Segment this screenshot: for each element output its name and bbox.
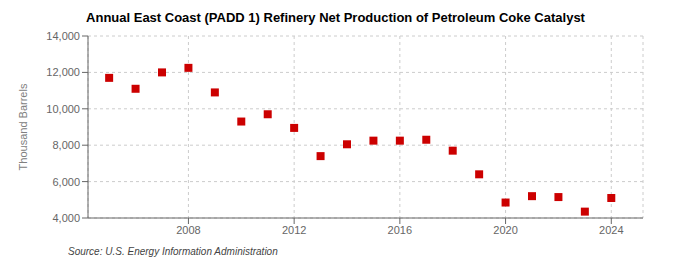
html-text:Annual East Coast (PADD 1) Ref: Annual East Coast (PADD 1) Refinery Net … xyxy=(86,10,585,25)
svg-text:4,000: 4,000 xyxy=(52,212,80,224)
svg-text:10,000: 10,000 xyxy=(46,103,80,115)
svg-text:8,000: 8,000 xyxy=(52,139,80,151)
svg-text:14,000: 14,000 xyxy=(46,30,80,42)
svg-text:2020: 2020 xyxy=(493,224,517,236)
svg-text:2012: 2012 xyxy=(282,224,306,236)
svg-text:2024: 2024 xyxy=(599,224,623,236)
svg-text:6,000: 6,000 xyxy=(52,176,80,188)
html-text:Source: U.S. Energy Informatio: Source: U.S. Energy Information Administ… xyxy=(68,246,278,257)
svg-text:12,000: 12,000 xyxy=(46,66,80,78)
svg-text:2008: 2008 xyxy=(176,224,200,236)
svg-text:2016: 2016 xyxy=(388,224,412,236)
svg-text:Thousand Barrels: Thousand Barrels xyxy=(17,83,29,170)
